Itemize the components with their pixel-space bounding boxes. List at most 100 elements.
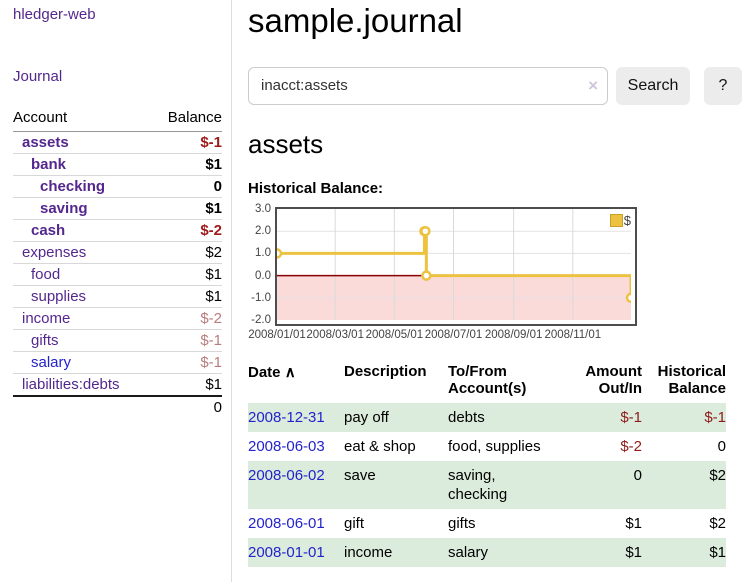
- sidebar-account-link[interactable]: assets: [22, 134, 69, 151]
- transaction-date-link[interactable]: 2008-06-03: [248, 437, 325, 455]
- transaction-amount: 0: [633, 466, 642, 484]
- register-row: 2008-06-01 gift gifts $1 $2: [248, 509, 726, 538]
- sidebar-account-link[interactable]: gifts: [31, 332, 59, 349]
- x-axis-tick-label: 2008/01/01: [248, 328, 306, 341]
- transaction-balance: $1: [709, 543, 726, 561]
- account-balance: $1: [151, 263, 222, 286]
- historical-balance-chart: $ 3.0 2.0 1.0 0.0 -1.0 -2.0 2008/01/01 2008/03/…: [248, 202, 742, 347]
- account-row: salary $-1: [13, 351, 222, 374]
- transaction-accounts: salary: [448, 543, 489, 561]
- y-axis-tick-label: 3.0: [255, 202, 271, 215]
- transaction-balance: $2: [709, 466, 726, 484]
- account-balance: $1: [151, 197, 222, 220]
- account-row: assets $-1: [13, 132, 222, 154]
- sidebar-account-link[interactable]: saving: [40, 200, 88, 217]
- y-axis-tick-label: -1.0: [251, 291, 271, 304]
- search-form: × Search ?: [248, 66, 742, 105]
- transaction-balance: 0: [717, 437, 726, 455]
- register-row: 2008-06-03 eat & shop food, supplies $-2 0: [248, 432, 726, 461]
- transaction-date-link[interactable]: 2008-12-31: [248, 408, 325, 426]
- account-row: checking 0: [13, 175, 222, 198]
- transaction-description: save: [344, 466, 376, 484]
- search-button[interactable]: Search: [616, 66, 690, 105]
- register-table: Date ∧ Description To/From Account(s) Am…: [248, 359, 726, 567]
- transaction-date-link[interactable]: 2008-01-01: [248, 543, 325, 561]
- sidebar-account-link[interactable]: cash: [31, 222, 66, 239]
- transaction-amount: $-1: [620, 408, 642, 426]
- register-header-date[interactable]: Date ∧: [248, 363, 296, 381]
- transaction-balance: $-1: [704, 408, 726, 426]
- transaction-description: gift: [344, 514, 365, 532]
- accounts-total-value: 0: [151, 395, 222, 418]
- account-row: food $1: [13, 263, 222, 286]
- accounts-header-balance: Balance: [151, 106, 222, 132]
- sidebar-account-link[interactable]: expenses: [22, 244, 87, 261]
- accounts-total-row: 0: [13, 395, 222, 418]
- y-axis-tick-label: 0.0: [255, 269, 271, 282]
- transaction-accounts: debts: [448, 408, 485, 426]
- sidebar-item-journal[interactable]: Journal: [13, 68, 63, 85]
- transaction-amount: $1: [625, 514, 642, 532]
- chart-legend: $: [609, 213, 631, 228]
- transaction-balance: $2: [709, 514, 726, 532]
- account-row: expenses $2: [13, 241, 222, 264]
- register-row: 2008-01-01 income salary $1 $1: [248, 537, 726, 567]
- x-axis-tick-label: 2008/05/01: [365, 328, 424, 341]
- transaction-date-link[interactable]: 2008-06-01: [248, 514, 325, 532]
- account-row: supplies $1: [13, 285, 222, 308]
- register-header-balance: Historical Balance: [657, 362, 726, 397]
- transaction-description: eat & shop: [344, 437, 416, 455]
- transaction-description: pay off: [344, 408, 389, 426]
- account-row: saving $1: [13, 197, 222, 220]
- transaction-description: income: [344, 543, 393, 561]
- x-axis-tick-label: 2008/03/01: [306, 328, 364, 341]
- transaction-amount: $-2: [620, 437, 642, 455]
- account-balance: $-2: [151, 307, 222, 330]
- transaction-date-link[interactable]: 2008-06-02: [248, 466, 325, 484]
- sidebar-account-link[interactable]: checking: [40, 178, 106, 195]
- x-axis-tick-label: 2008/11/01: [544, 328, 602, 341]
- help-button[interactable]: ?: [704, 66, 742, 105]
- app-title-link[interactable]: hledger-web: [13, 6, 96, 23]
- account-balance: 0: [151, 175, 222, 198]
- account-balance: $1: [151, 153, 222, 176]
- account-balance: $1: [151, 285, 222, 308]
- y-axis-tick-label: -2.0: [251, 313, 271, 326]
- account-balance: $-2: [151, 219, 222, 242]
- sidebar-account-link[interactable]: bank: [31, 156, 67, 173]
- x-axis-tick-label: 2008/09/01: [484, 328, 543, 341]
- register-header-accounts: To/From Account(s): [448, 362, 527, 397]
- account-row: bank $1: [13, 153, 222, 176]
- sidebar-account-link[interactable]: liabilities:debts: [22, 376, 120, 393]
- account-balance: $2: [151, 241, 222, 264]
- search-box: ×: [248, 66, 608, 105]
- register-header-description: Description: [344, 362, 427, 380]
- account-row: liabilities:debts $1: [13, 373, 222, 396]
- clear-search-icon[interactable]: ×: [588, 75, 598, 95]
- register-row: 2008-06-02 save saving, checking 0 $2: [248, 460, 726, 509]
- sidebar-account-link[interactable]: income: [22, 310, 71, 327]
- sidebar-account-link[interactable]: salary: [31, 354, 72, 371]
- sidebar-account-link[interactable]: food: [31, 266, 61, 283]
- main-content: sample.journal × Search ? assets Histori…: [248, 0, 742, 567]
- account-balance: $1: [151, 373, 222, 396]
- sidebar-account-link[interactable]: supplies: [31, 288, 87, 305]
- accounts-header-account: Account: [13, 106, 152, 132]
- transaction-amount: $1: [625, 543, 642, 561]
- x-axis-tick-label: 2008/07/01: [424, 328, 483, 341]
- page-title: sample.journal: [248, 2, 463, 39]
- transaction-accounts: gifts: [448, 514, 476, 532]
- y-axis-tick-label: 2.0: [255, 225, 271, 238]
- account-balance: $-1: [151, 351, 222, 374]
- legend-swatch-icon: [609, 213, 623, 227]
- chart-label: Historical Balance:: [248, 179, 384, 197]
- y-axis-tick-label: 1.0: [255, 247, 271, 260]
- chart-plot-area: $: [275, 206, 637, 326]
- search-input[interactable]: [248, 66, 608, 105]
- transaction-accounts: saving, checking: [448, 466, 508, 503]
- register-row: 2008-12-31 pay off debts $-1 $-1: [248, 402, 726, 432]
- register-header-amount: Amount Out/In: [585, 362, 642, 397]
- account-row: cash $-2: [13, 219, 222, 242]
- account-row: income $-2: [13, 307, 222, 330]
